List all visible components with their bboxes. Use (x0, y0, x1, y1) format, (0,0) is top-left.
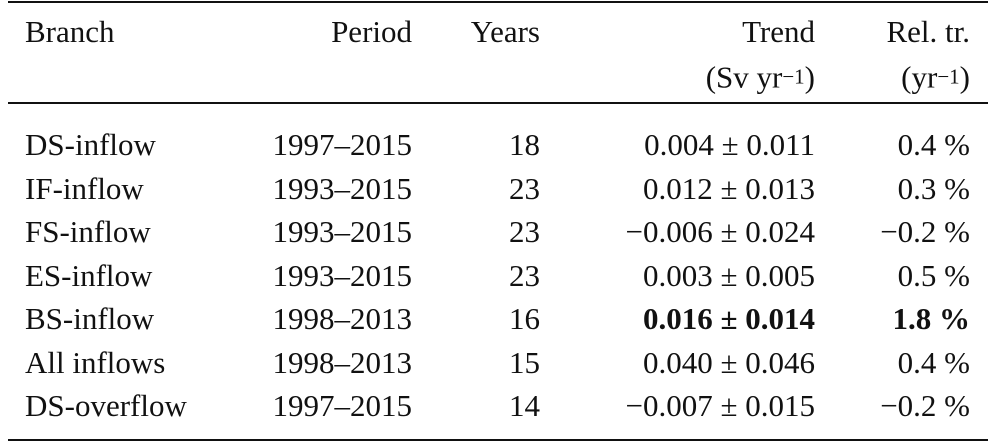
table-cell: 0.4 % (897, 344, 970, 380)
table-cell: 0.5 % (897, 257, 970, 293)
table-cell: 0.3 % (897, 170, 970, 206)
column-header: Years (470, 14, 540, 49)
table-cell: IF-inflow (25, 170, 144, 206)
table-cell: BS-inflow (25, 301, 155, 336)
table-cell: −0.007 ± 0.015 (625, 388, 816, 423)
table-cell: FS-inflow (25, 214, 151, 249)
column-header: Period (331, 14, 412, 49)
table-cell: 1998–2013 (272, 344, 413, 380)
table-cell: 0.016 ± 0.014 (642, 301, 815, 336)
table-cell: 0.003 ± 0.005 (642, 257, 815, 293)
mid-rule (8, 102, 988, 104)
table-cell: 1993–2015 (272, 170, 413, 206)
table-cell: 1.8 % (892, 301, 971, 336)
table-cell: 1997–2015 (272, 388, 413, 423)
table-cell: 1998–2013 (272, 301, 413, 336)
table-cell: 23 (509, 170, 540, 206)
table-cell: −0.006 ± 0.024 (625, 214, 816, 249)
column-header: Rel. tr. (886, 14, 970, 49)
unit-text: ) (804, 59, 815, 95)
table-cell: ES-inflow (25, 257, 153, 293)
top-rule (8, 1, 988, 3)
table-cell: −0.2 % (880, 214, 970, 249)
unit-text: (Sv yr (705, 59, 783, 95)
table-cell: −0.2 % (880, 388, 970, 423)
table-cell: DS-overflow (25, 388, 187, 423)
bottom-rule (8, 439, 988, 441)
unit-text: ) (959, 59, 970, 95)
column-header: Branch (25, 14, 115, 49)
table-cell: 1997–2015 (272, 127, 413, 162)
unit-text: (yr (901, 59, 938, 95)
table-cell: 0.040 ± 0.046 (642, 344, 815, 380)
table-cell: 1993–2015 (272, 257, 413, 293)
table-cell: 14 (509, 388, 540, 423)
table-cell: 0.004 ± 0.011 (644, 127, 815, 162)
table-cell: All inflows (25, 344, 166, 380)
table-cell: 23 (509, 214, 540, 249)
table-cell: 0.012 ± 0.013 (642, 170, 815, 206)
table-cell: DS-inflow (25, 127, 156, 162)
column-unit: (Sv yr−1) (706, 60, 815, 99)
table-cell: 0.4 % (897, 127, 970, 162)
column-header: Trend (742, 14, 815, 49)
table-cell: 15 (509, 344, 540, 380)
table-cell: 18 (509, 127, 540, 162)
column-unit: (yr−1) (901, 60, 970, 99)
table-cell: 23 (509, 257, 540, 293)
table-cell: 16 (509, 301, 540, 336)
table-cell: 1993–2015 (272, 214, 413, 249)
unit-exponent: −1 (937, 64, 960, 89)
unit-exponent: −1 (782, 64, 805, 89)
